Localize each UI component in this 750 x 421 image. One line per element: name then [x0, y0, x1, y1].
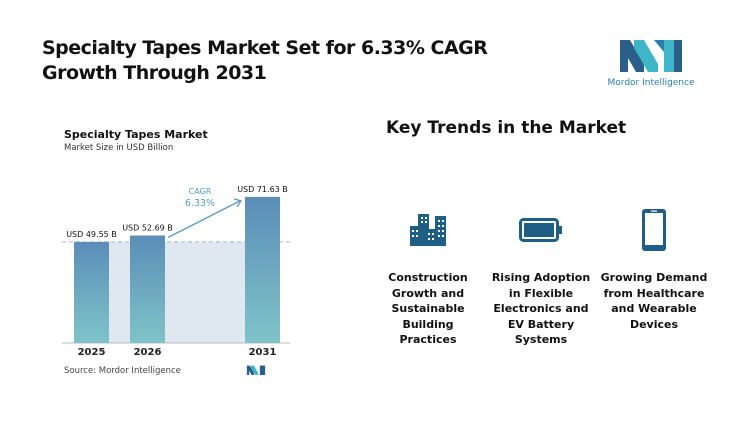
trend-label: Growing Demand from Healthcare and Weara… [600, 271, 708, 331]
data-label: USD 71.63 B [237, 185, 288, 194]
chart-title: Specialty Tapes Market [64, 128, 208, 141]
trend-item: Construction Growth and Sustainable Buil… [373, 210, 483, 348]
bar-2031 [245, 196, 280, 343]
source-logo-icon [246, 365, 266, 375]
battery-icon [519, 218, 562, 242]
logo-text: Mordor Intelligence [607, 78, 695, 88]
trend-label: Rising Adoption in Flexible Electronics … [491, 271, 591, 346]
trends-title: Key Trends in the Market [386, 118, 627, 138]
data-label: USD 52.69 B [122, 224, 173, 233]
data-label: USD 49.55 B [66, 230, 117, 239]
page-title: Specialty Tapes Market Set for 6.33% CAG… [42, 37, 488, 84]
smartphone-icon [642, 209, 666, 251]
trend-item: Growing Demand from Healthcare and Weara… [599, 209, 709, 332]
bar-2026 [130, 235, 165, 343]
shaded-region [109, 241, 245, 343]
cagr-value: 6.33% [185, 198, 215, 209]
bar-2025 [74, 241, 109, 343]
x-tick-label: 2031 [249, 347, 277, 358]
x-tick-label: 2026 [134, 347, 162, 358]
trend-item: Rising Adoption in Flexible Electronics … [486, 210, 596, 348]
cagr-label: CAGR [189, 187, 212, 196]
trend-label: Construction Growth and Sustainable Buil… [388, 271, 468, 346]
buildings-icon [410, 214, 446, 246]
chart-subtitle: Market Size in USD Billion [64, 143, 174, 153]
logo: Mordor Intelligence [606, 38, 696, 88]
arrow-head-icon [233, 198, 243, 208]
x-tick-label: 2025 [78, 347, 106, 358]
cagr-arrow [167, 200, 241, 239]
mordor-logo-icon [620, 40, 682, 72]
source-note: Source: Mordor Intelligence [64, 366, 181, 376]
